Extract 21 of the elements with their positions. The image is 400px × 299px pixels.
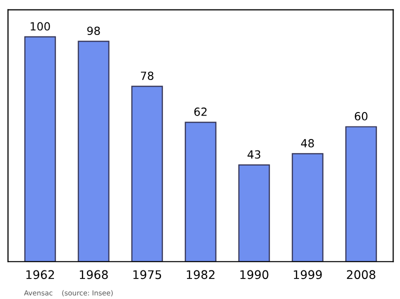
data-label: 78 — [140, 72, 154, 80]
bar — [78, 40, 110, 262]
x-tick-label: 1999 — [294, 270, 322, 280]
x-tick-label: 2008 — [346, 270, 376, 280]
bar — [238, 164, 270, 262]
x-tick-label: 1968 — [80, 270, 108, 280]
bar — [24, 36, 56, 262]
data-label: 60 — [354, 112, 368, 120]
x-tick-label: 1975 — [133, 270, 162, 280]
x-tick-label: 1982 — [186, 270, 214, 280]
data-label: 100 — [30, 22, 50, 31]
x-tick-label: 1990 — [240, 270, 268, 280]
bar — [184, 122, 216, 262]
data-label: 98 — [87, 26, 100, 36]
data-label: 62 — [194, 108, 207, 116]
bar — [292, 153, 324, 262]
bar — [345, 126, 377, 262]
bar — [131, 86, 163, 262]
data-label: 43 — [248, 150, 260, 159]
x-tick-label: 1962 — [26, 270, 54, 280]
data-label: 48 — [301, 139, 314, 148]
